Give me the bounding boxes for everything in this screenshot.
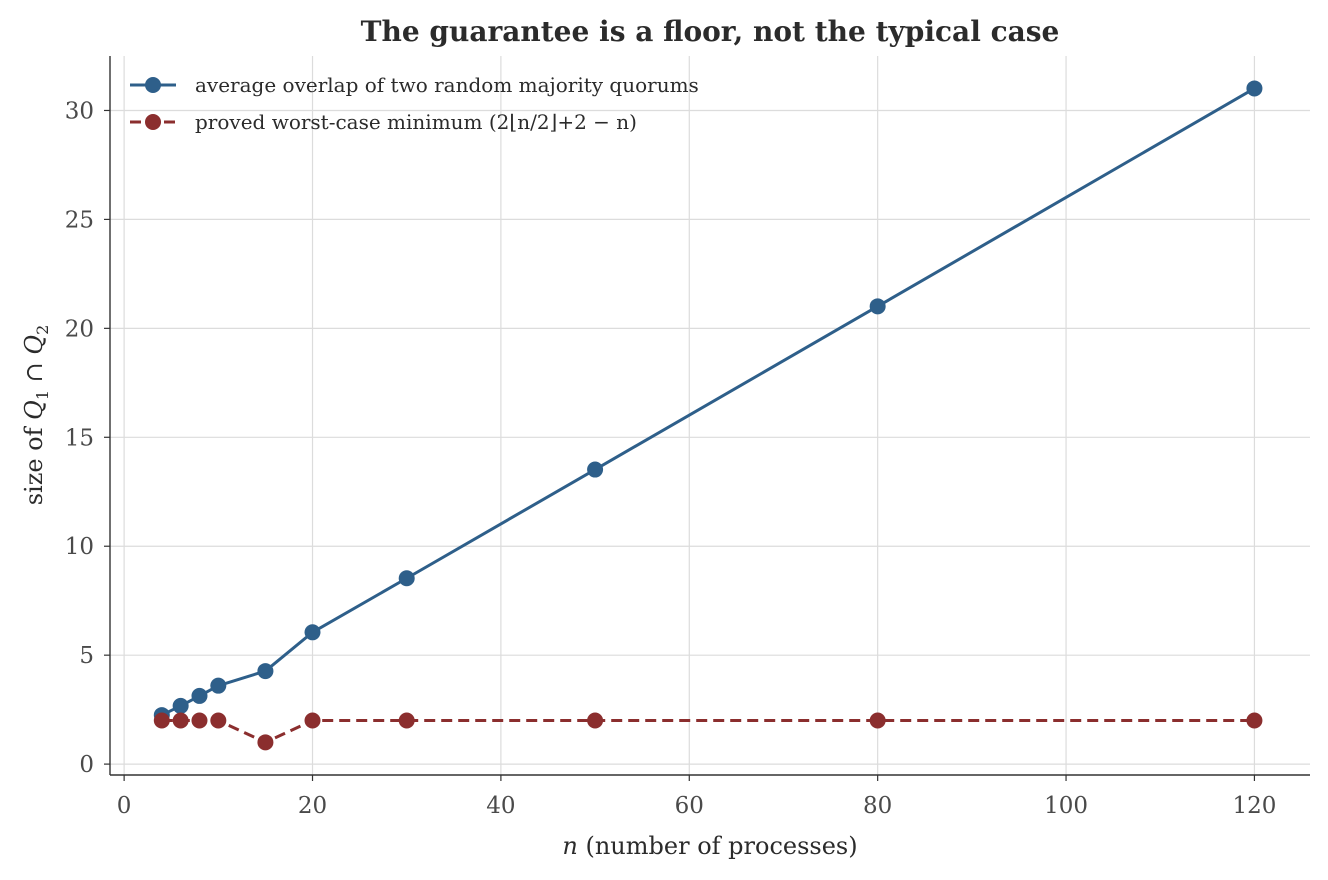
series-1 — [153, 80, 1263, 724]
data-point — [304, 624, 321, 641]
chart-title: The guarantee is a floor, not the typica… — [361, 15, 1060, 48]
axes — [109, 56, 1310, 776]
data-point — [172, 712, 189, 729]
x-tick-label: 80 — [863, 793, 892, 819]
legend-label: average overlap of two random majority q… — [195, 73, 699, 97]
data-point — [191, 712, 208, 729]
series-line — [161, 87, 1256, 717]
series-layer — [153, 80, 1263, 751]
legend-marker — [145, 77, 161, 93]
x-tick-label: 120 — [1232, 793, 1276, 819]
y-tick-label: 5 — [79, 643, 94, 669]
data-point — [587, 712, 604, 729]
x-tick-label: 60 — [675, 793, 704, 819]
data-point — [1246, 80, 1263, 97]
y-tick-label: 25 — [65, 207, 94, 233]
x-tick-label: 100 — [1044, 793, 1088, 819]
data-point — [257, 734, 274, 751]
data-point — [304, 712, 321, 729]
series-2 — [153, 712, 1263, 751]
series-line — [161, 719, 1255, 744]
legend: average overlap of two random majority q… — [130, 73, 699, 134]
data-point — [210, 712, 227, 729]
x-tick-label: 0 — [117, 793, 132, 819]
x-tick-label: 40 — [486, 793, 515, 819]
legend-label: proved worst-case minimum (2⌊n/2⌋+2 − n) — [195, 110, 637, 134]
data-point — [587, 461, 604, 478]
y-tick-label: 15 — [65, 425, 94, 451]
legend-entry-2: proved worst-case minimum (2⌊n/2⌋+2 − n) — [130, 110, 637, 134]
y-axis-label: size of Q1 ∩ Q2 — [20, 325, 52, 506]
data-point — [869, 298, 886, 315]
data-point — [210, 677, 227, 694]
legend-marker — [145, 114, 161, 130]
x-axis-label: n (number of processes) — [562, 832, 857, 860]
data-point — [398, 570, 415, 587]
data-point — [191, 687, 208, 704]
x-tick-label: 20 — [298, 793, 327, 819]
data-point — [1246, 712, 1263, 729]
data-point — [257, 663, 274, 680]
data-point — [398, 712, 415, 729]
y-tick-label: 30 — [65, 98, 94, 124]
data-point — [172, 697, 189, 714]
y-tick-label: 10 — [65, 534, 94, 560]
data-point — [869, 712, 886, 729]
y-tick-label: 20 — [65, 316, 94, 342]
data-point — [153, 712, 170, 729]
y-tick-label: 0 — [79, 752, 94, 778]
grid — [110, 56, 1310, 775]
ticks: 0 20 40 60 80 100 120 0 5 10 15 20 25 30 — [65, 98, 1277, 819]
legend-entry-1: average overlap of two random majority q… — [130, 73, 699, 97]
x-axis-label-rest: (number of processes) — [578, 832, 858, 860]
